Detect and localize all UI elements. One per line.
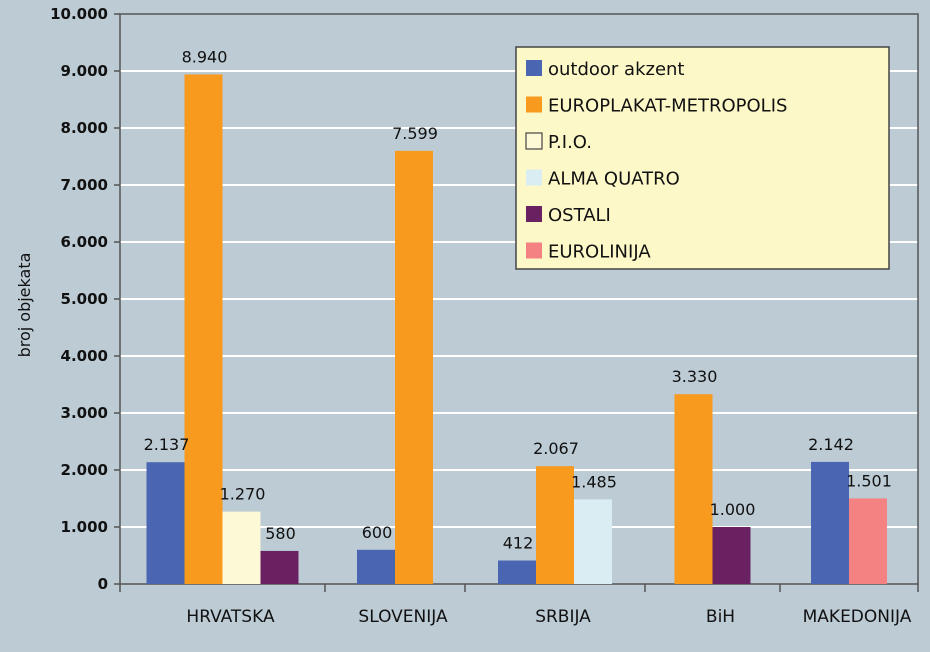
bar-bih-1: [674, 394, 713, 584]
bar-hrvatska-2: [222, 511, 261, 584]
y-tick-label: 9.000: [61, 62, 108, 80]
bar-hrvatska-0: [146, 462, 185, 584]
y-tick-label: 3.000: [61, 404, 108, 422]
x-category-label: HRVATSKA: [186, 607, 275, 627]
data-label: 2.137: [144, 435, 190, 454]
bar-srbija-1: [536, 466, 574, 584]
legend-box: [515, 46, 890, 270]
legend: outdoor akzent EUROPLAKAT-METROPOLIS P.I.O…: [515, 46, 890, 270]
y-tick-label: 6.000: [61, 233, 108, 251]
data-label: 2.067: [533, 439, 579, 458]
y-tick-label: 0: [98, 575, 108, 593]
legend-entry-0: outdoor akzent: [548, 59, 685, 80]
legend-entry-4: OSTALI: [548, 205, 611, 226]
bar-slovenija-0: [357, 549, 395, 584]
bar-srbija-3: [574, 499, 612, 584]
bar-hrvatska-4: [260, 550, 299, 584]
data-label: 7.599: [392, 124, 438, 143]
y-tick-label: 10.000: [50, 5, 108, 23]
x-category-label: MAKEDONIJA: [803, 607, 912, 627]
label-layer: 2.137 8.940 1.270 580 HRVATSKA 600 7.599 SLOVEN…: [144, 47, 912, 627]
y-tick-label: 5.000: [61, 290, 108, 308]
x-category-label: SRBIJA: [535, 607, 591, 627]
legend-swatch-1: [526, 96, 542, 113]
data-label: 1.270: [220, 485, 266, 504]
y-tick-label: 8.000: [61, 119, 108, 137]
legend-swatch-4: [526, 206, 542, 222]
y-tick-label: 2.000: [61, 461, 108, 479]
legend-entry-5: EUROLINIJA: [548, 242, 651, 263]
bar-makedonija-5: [849, 498, 887, 584]
legend-swatch-3: [526, 169, 542, 186]
y-axis-title: broj objekata: [15, 253, 34, 358]
bar-bih-4: [712, 527, 751, 584]
y-tick-label: 7.000: [61, 176, 108, 194]
y-tick-label: 4.000: [61, 347, 108, 365]
legend-entry-3: ALMA QUATRO: [548, 169, 680, 190]
data-label: 580: [265, 524, 296, 543]
legend-swatch-2: [525, 132, 543, 150]
data-label: 3.330: [672, 367, 718, 386]
bar-hrvatska-1: [184, 74, 223, 585]
data-label: 1.000: [710, 500, 756, 519]
bar-srbija-0: [498, 560, 536, 584]
y-tick-label: 1.000: [61, 518, 108, 536]
bar-makedonija-0: [811, 461, 849, 584]
bar-layer: [146, 74, 887, 585]
data-label: 412: [503, 534, 534, 553]
data-label: 8.940: [182, 47, 228, 66]
bar-slovenija-1: [395, 150, 433, 584]
legend-entry-1: EUROPLAKAT-METROPOLIS: [548, 96, 787, 117]
data-label: 2.142: [808, 435, 854, 454]
legend-swatch-5: [526, 242, 542, 259]
data-label: 1.501: [846, 471, 892, 490]
data-label: 1.485: [571, 472, 617, 491]
x-category-label: SLOVENIJA: [358, 607, 448, 627]
data-label: 600: [362, 523, 393, 542]
legend-entry-2: P.I.O.: [548, 132, 592, 153]
legend-swatch-0: [526, 60, 542, 76]
x-category-label: BiH: [706, 607, 735, 627]
